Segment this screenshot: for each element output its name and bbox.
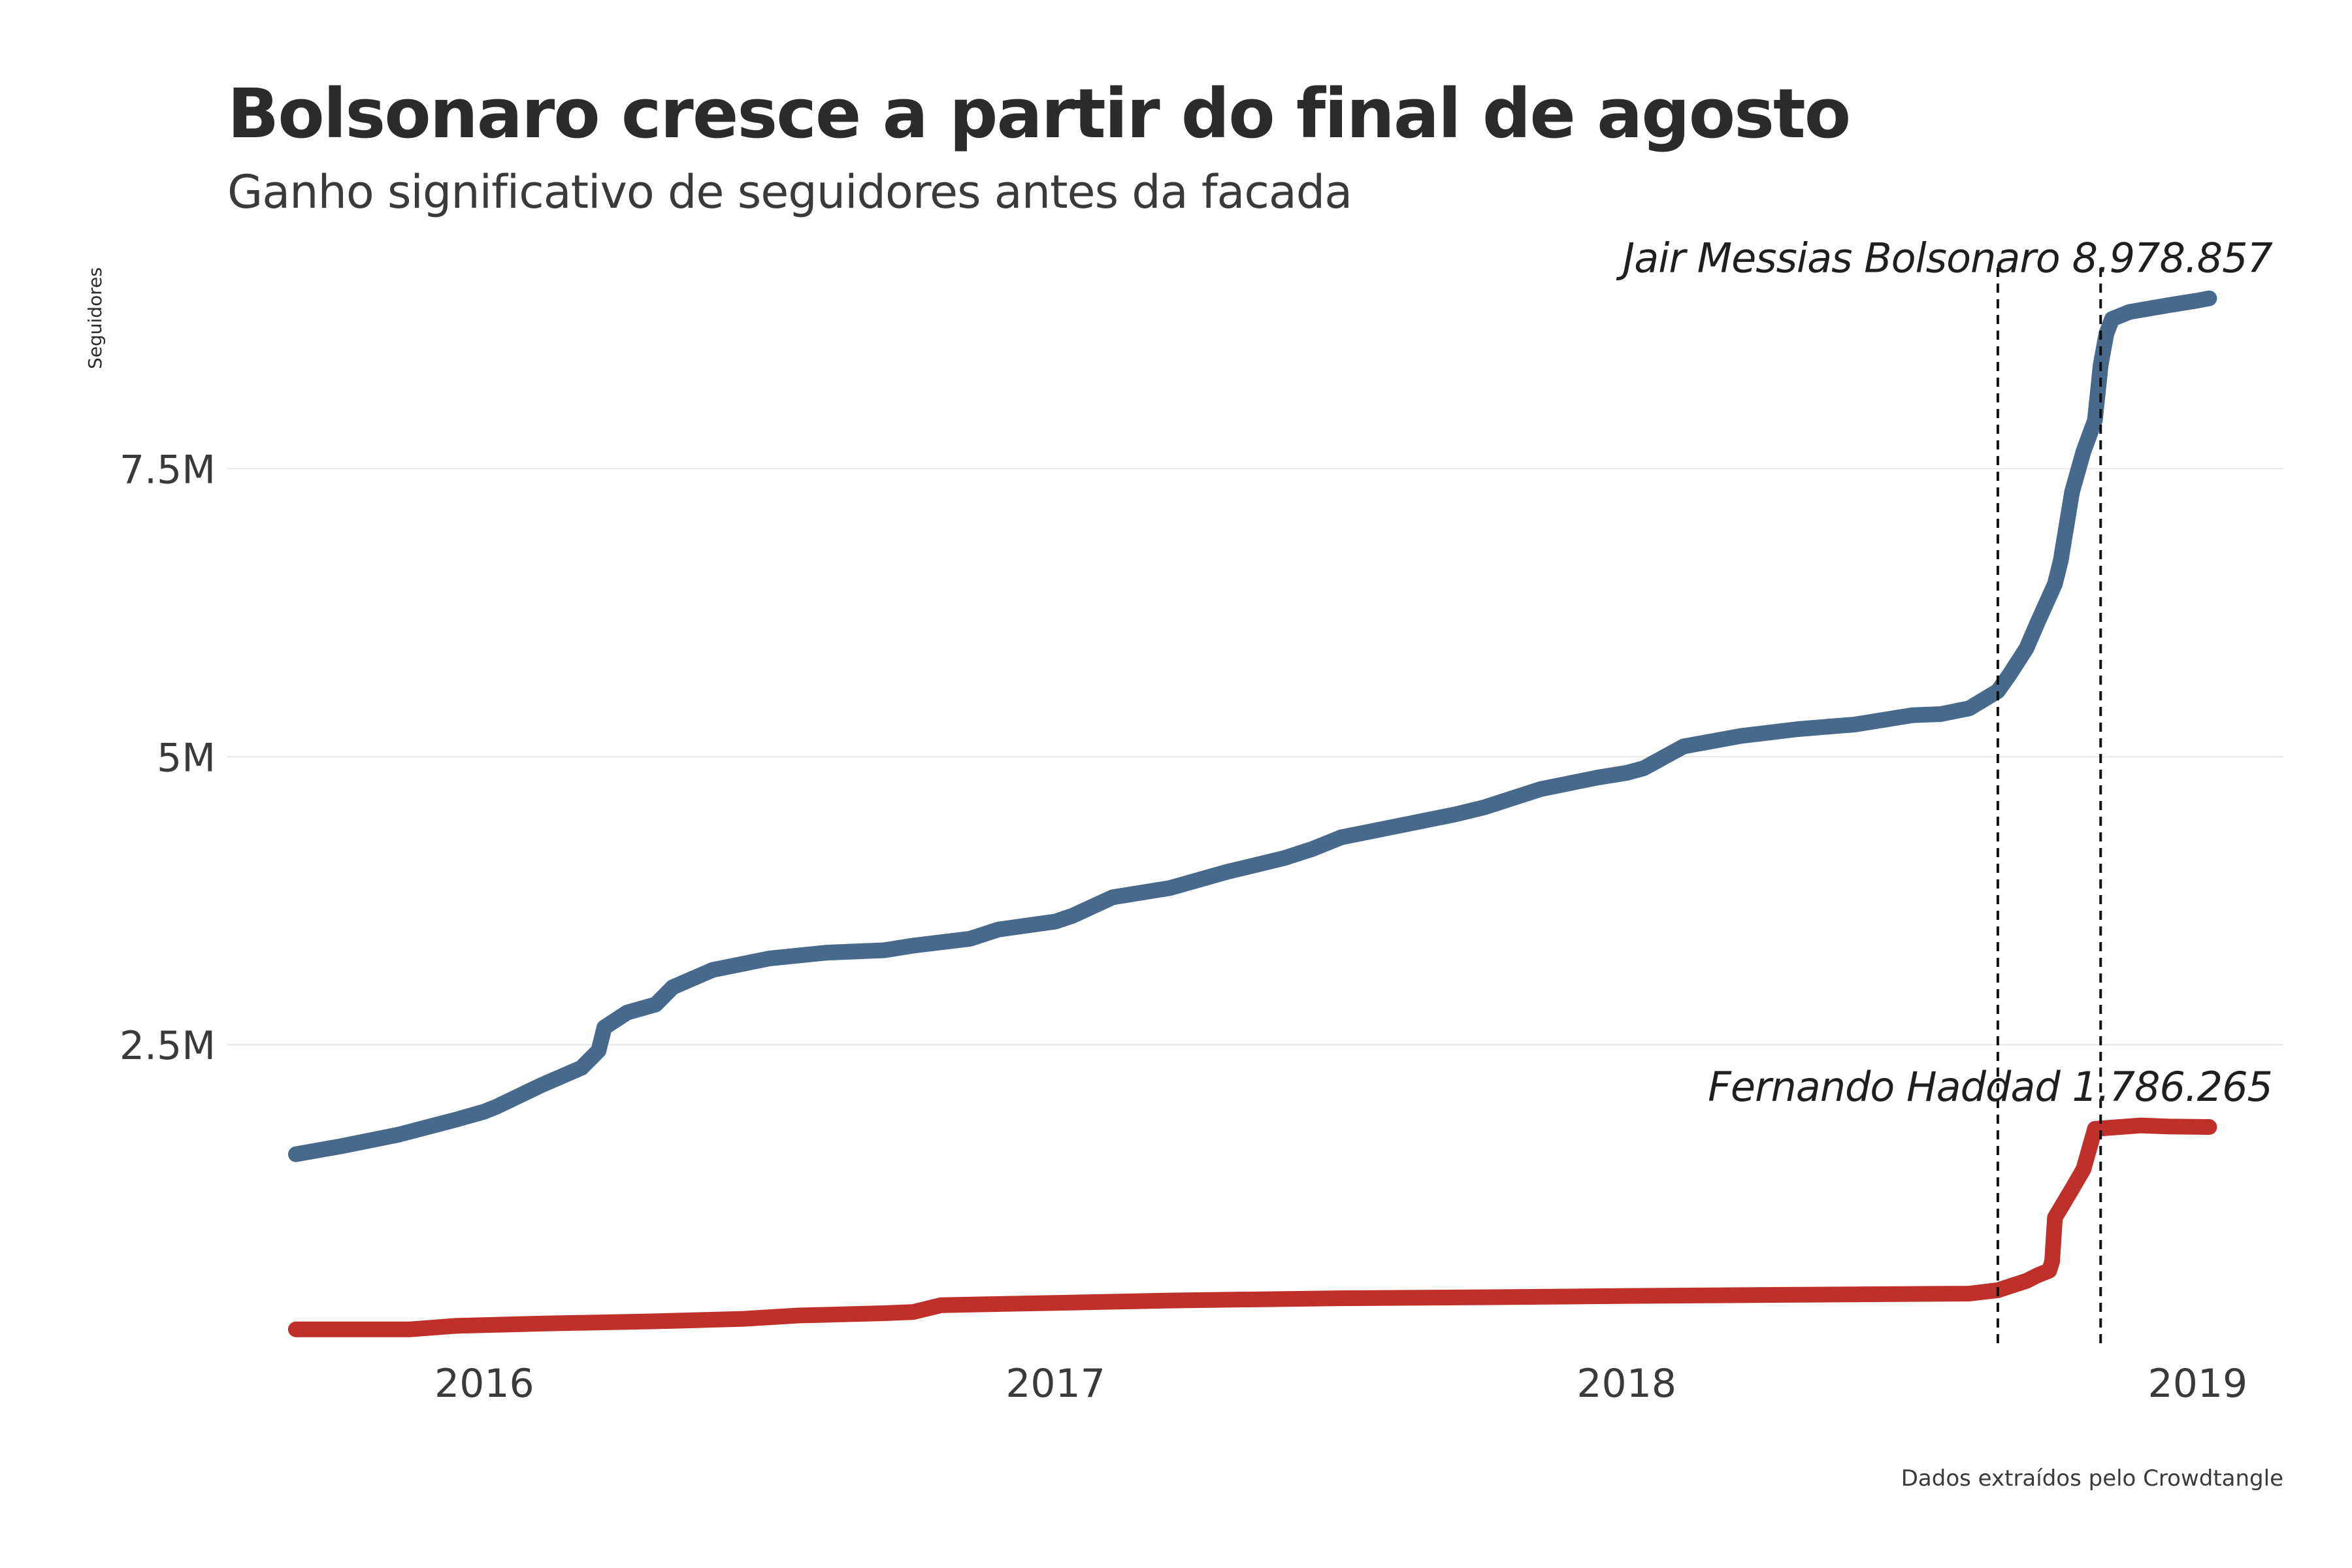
series-name-0: Jair Messias Bolsonaro — [1616, 235, 2060, 282]
y-axis-label: Seguidores — [84, 267, 106, 369]
y-tick-label-1: 5M — [157, 735, 216, 781]
chart-subtitle: Ganho significativo de seguidores antes … — [227, 165, 1352, 219]
series-value-1: 1.786.265 — [2072, 1063, 2272, 1111]
series-end-label-0: Jair Messias Bolsonaro 8.978.857 — [1616, 235, 2273, 282]
x-tick-label-1: 2017 — [1005, 1361, 1105, 1407]
end-labels: Jair Messias Bolsonaro 8.978.857 Fernando… — [1616, 235, 2274, 1111]
grid-layer — [227, 468, 2283, 1046]
series-value-0: 8.978.857 — [2072, 235, 2272, 282]
x-axis-ticks: 2016 2017 2018 2019 — [434, 1361, 2247, 1407]
chart-title: Bolsonaro cresce a partir do final de ag… — [227, 74, 1850, 154]
x-tick-label-3: 2019 — [2148, 1361, 2248, 1407]
y-axis-ticks: 2.5M 5M 7.5M — [120, 447, 216, 1069]
reference-lines — [1996, 268, 2102, 1349]
series-layer — [287, 290, 2217, 1337]
series-line-0 — [287, 290, 2217, 1162]
x-tick-label-0: 2016 — [434, 1361, 534, 1407]
y-tick-label-0: 2.5M — [120, 1023, 216, 1069]
x-tick-label-2: 2018 — [1576, 1361, 1676, 1407]
series-line-1 — [287, 1117, 2217, 1337]
y-tick-label-2: 7.5M — [120, 447, 216, 493]
chart-caption: Dados extraídos pelo Crowdtangle — [1901, 1465, 2283, 1492]
series-name-1: Fernando Haddad — [1708, 1063, 2061, 1111]
series-end-label-1: Fernando Haddad 1.786.265 — [1708, 1063, 2272, 1111]
